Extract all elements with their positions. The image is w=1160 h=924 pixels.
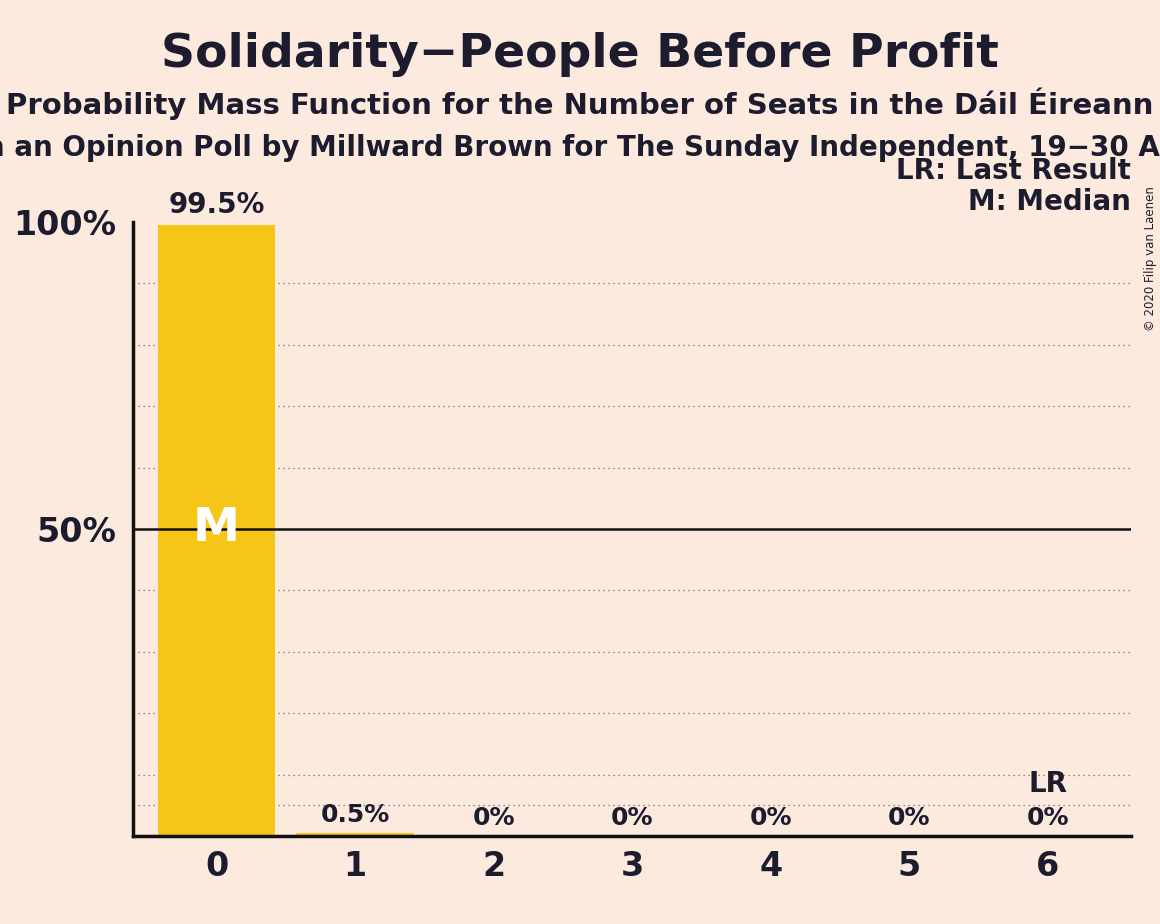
Text: 0%: 0% [611, 806, 653, 830]
Text: 0.5%: 0.5% [320, 803, 390, 827]
Text: M: Median: M: Median [969, 188, 1131, 215]
Text: Probability Mass Function for the Number of Seats in the Dáil Éireann: Probability Mass Function for the Number… [6, 88, 1154, 120]
Text: 0%: 0% [889, 806, 930, 830]
Text: Solidarity−People Before Profit: Solidarity−People Before Profit [161, 32, 999, 78]
Text: © 2020 Filip van Laenen: © 2020 Filip van Laenen [1144, 187, 1158, 331]
Text: LR: Last Result: LR: Last Result [897, 157, 1131, 185]
Text: LR: LR [1029, 770, 1067, 798]
Text: M: M [193, 506, 240, 552]
Text: 0%: 0% [1027, 806, 1070, 830]
Text: 0%: 0% [472, 806, 515, 830]
Text: 99.5%: 99.5% [168, 190, 264, 219]
Bar [296, 833, 414, 836]
Bar [158, 225, 275, 836]
Text: 0%: 0% [749, 806, 792, 830]
Text: Based on an Opinion Poll by Millward Brown for The Sunday Independent, 19−30 Apr: Based on an Opinion Poll by Millward Bro… [0, 134, 1160, 162]
